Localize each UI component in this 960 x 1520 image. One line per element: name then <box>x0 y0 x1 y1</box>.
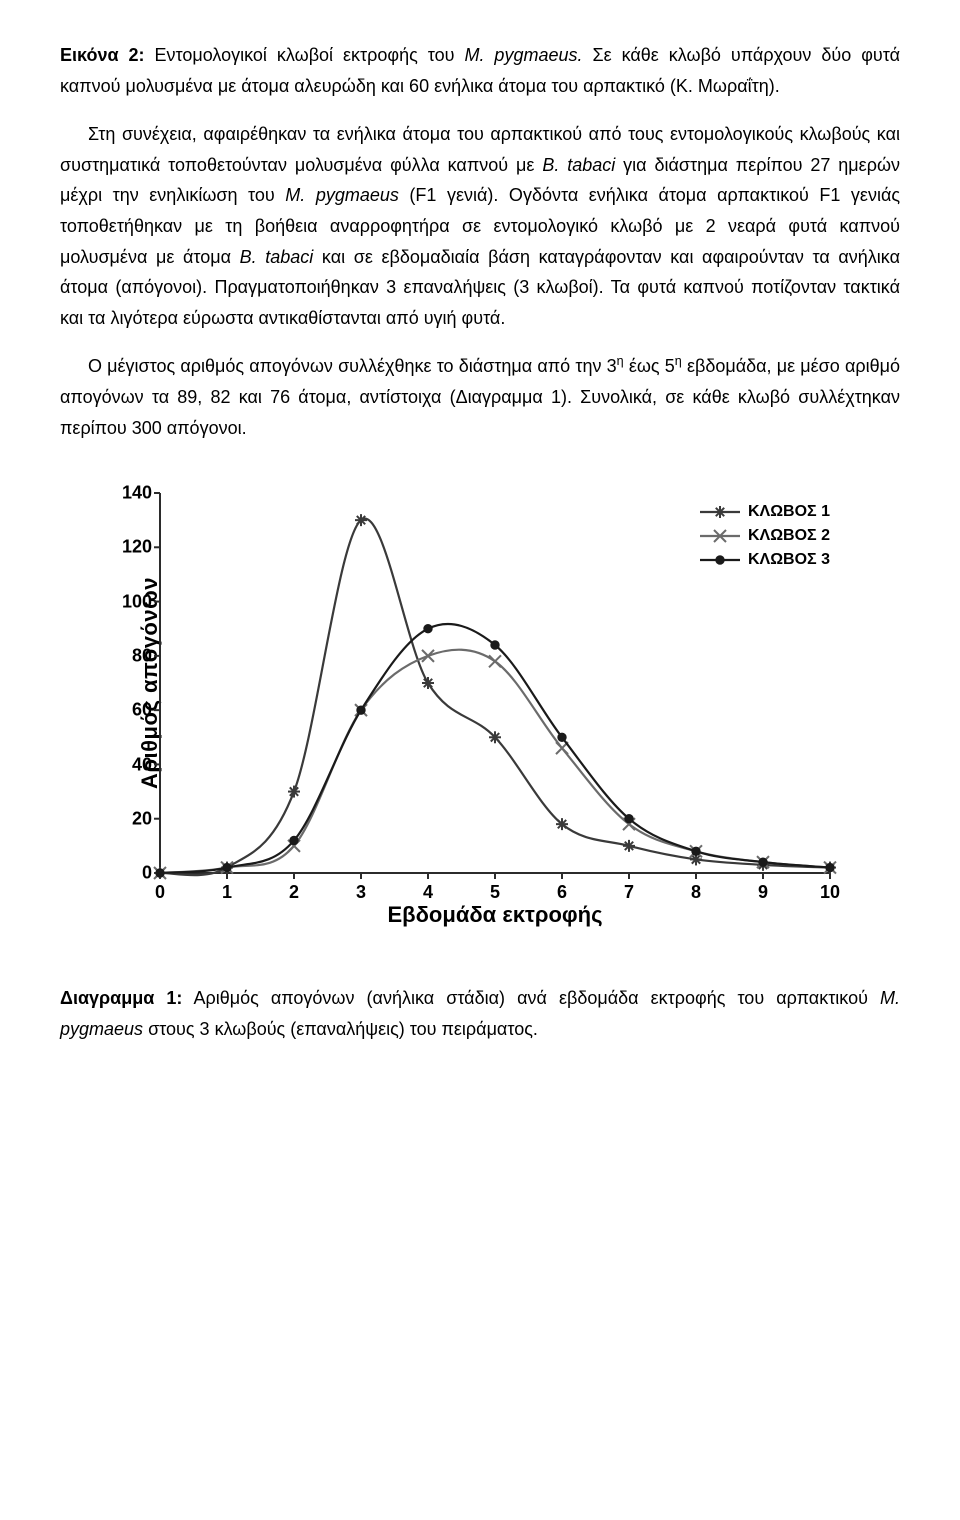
x-tick-label: 0 <box>155 882 165 903</box>
p3-sup2: η <box>675 354 682 368</box>
x-tick-label: 1 <box>222 882 232 903</box>
figure2-caption: Εικόνα 2: Εντομολογικοί κλωβοί εκτροφής … <box>60 40 900 101</box>
paragraph-3: Ο μέγιστος αριθμός απογόνων συλλέχθηκε τ… <box>60 351 900 443</box>
y-tick-label: 140 <box>112 483 152 504</box>
legend-item: ΚΛΩΒΟΣ 2 <box>700 527 830 545</box>
figure2-label: Εικόνα 2: <box>60 45 145 65</box>
figure2-text-a: Εντομολογικοί κλωβοί εκτροφής του <box>145 45 465 65</box>
p3-text-a: Ο μέγιστος αριθμός απογόνων συλλέχθηκε τ… <box>88 356 617 376</box>
x-tick-label: 10 <box>820 882 840 903</box>
legend-label: ΚΛΩΒΟΣ 3 <box>748 551 830 569</box>
x-tick-label: 6 <box>557 882 567 903</box>
x-tick-label: 3 <box>356 882 366 903</box>
p2-species-m: M. pygmaeus <box>285 185 399 205</box>
legend-marker-icon <box>700 529 740 543</box>
legend-label: ΚΛΩΒΟΣ 1 <box>748 503 830 521</box>
diagram1-label: Διαγραμμα 1: <box>60 988 182 1008</box>
legend-label: ΚΛΩΒΟΣ 2 <box>748 527 830 545</box>
x-axis-label: Εβδομάδα εκτροφής <box>387 902 602 928</box>
diagram1-text-a: Αριθμός απογόνων (ανήλικα στάδια) ανά εβ… <box>182 988 880 1008</box>
x-tick-label: 8 <box>691 882 701 903</box>
x-tick-label: 5 <box>490 882 500 903</box>
p2-species-b2: B. tabaci <box>240 247 314 267</box>
chart-container: Αριθμός απογόνων Εβδομάδα εκτροφής 02040… <box>80 473 880 973</box>
diagram1-text-b: στους 3 κλωβούς (επαναλήψεις) του πειράμ… <box>143 1019 538 1039</box>
y-tick-label: 60 <box>112 700 152 721</box>
figure2-species: M. pygmaeus. <box>464 45 582 65</box>
x-tick-label: 9 <box>758 882 768 903</box>
x-tick-label: 7 <box>624 882 634 903</box>
legend-marker-icon <box>700 505 740 519</box>
y-tick-label: 40 <box>112 754 152 775</box>
y-tick-label: 0 <box>112 863 152 884</box>
legend-item: ΚΛΩΒΟΣ 3 <box>700 551 830 569</box>
y-tick-label: 20 <box>112 808 152 829</box>
p3-text-b: έως 5 <box>624 356 675 376</box>
p3-sup1: η <box>617 354 624 368</box>
y-tick-label: 120 <box>112 537 152 558</box>
diagram1-caption: Διαγραμμα 1: Αριθμός απογόνων (ανήλικα σ… <box>60 983 900 1044</box>
chart-plot-area: Αριθμός απογόνων Εβδομάδα εκτροφής 02040… <box>160 493 830 873</box>
p2-species-b: B. tabaci <box>542 155 615 175</box>
x-tick-label: 4 <box>423 882 433 903</box>
paragraph-2: Στη συνέχεια, αφαιρέθηκαν τα ενήλικα άτο… <box>60 119 900 333</box>
y-tick-label: 100 <box>112 591 152 612</box>
legend-marker-icon <box>700 553 740 567</box>
x-tick-label: 2 <box>289 882 299 903</box>
chart-legend: ΚΛΩΒΟΣ 1 ΚΛΩΒΟΣ 2 ΚΛΩΒΟΣ 3 <box>700 503 830 575</box>
y-tick-label: 80 <box>112 645 152 666</box>
legend-item: ΚΛΩΒΟΣ 1 <box>700 503 830 521</box>
